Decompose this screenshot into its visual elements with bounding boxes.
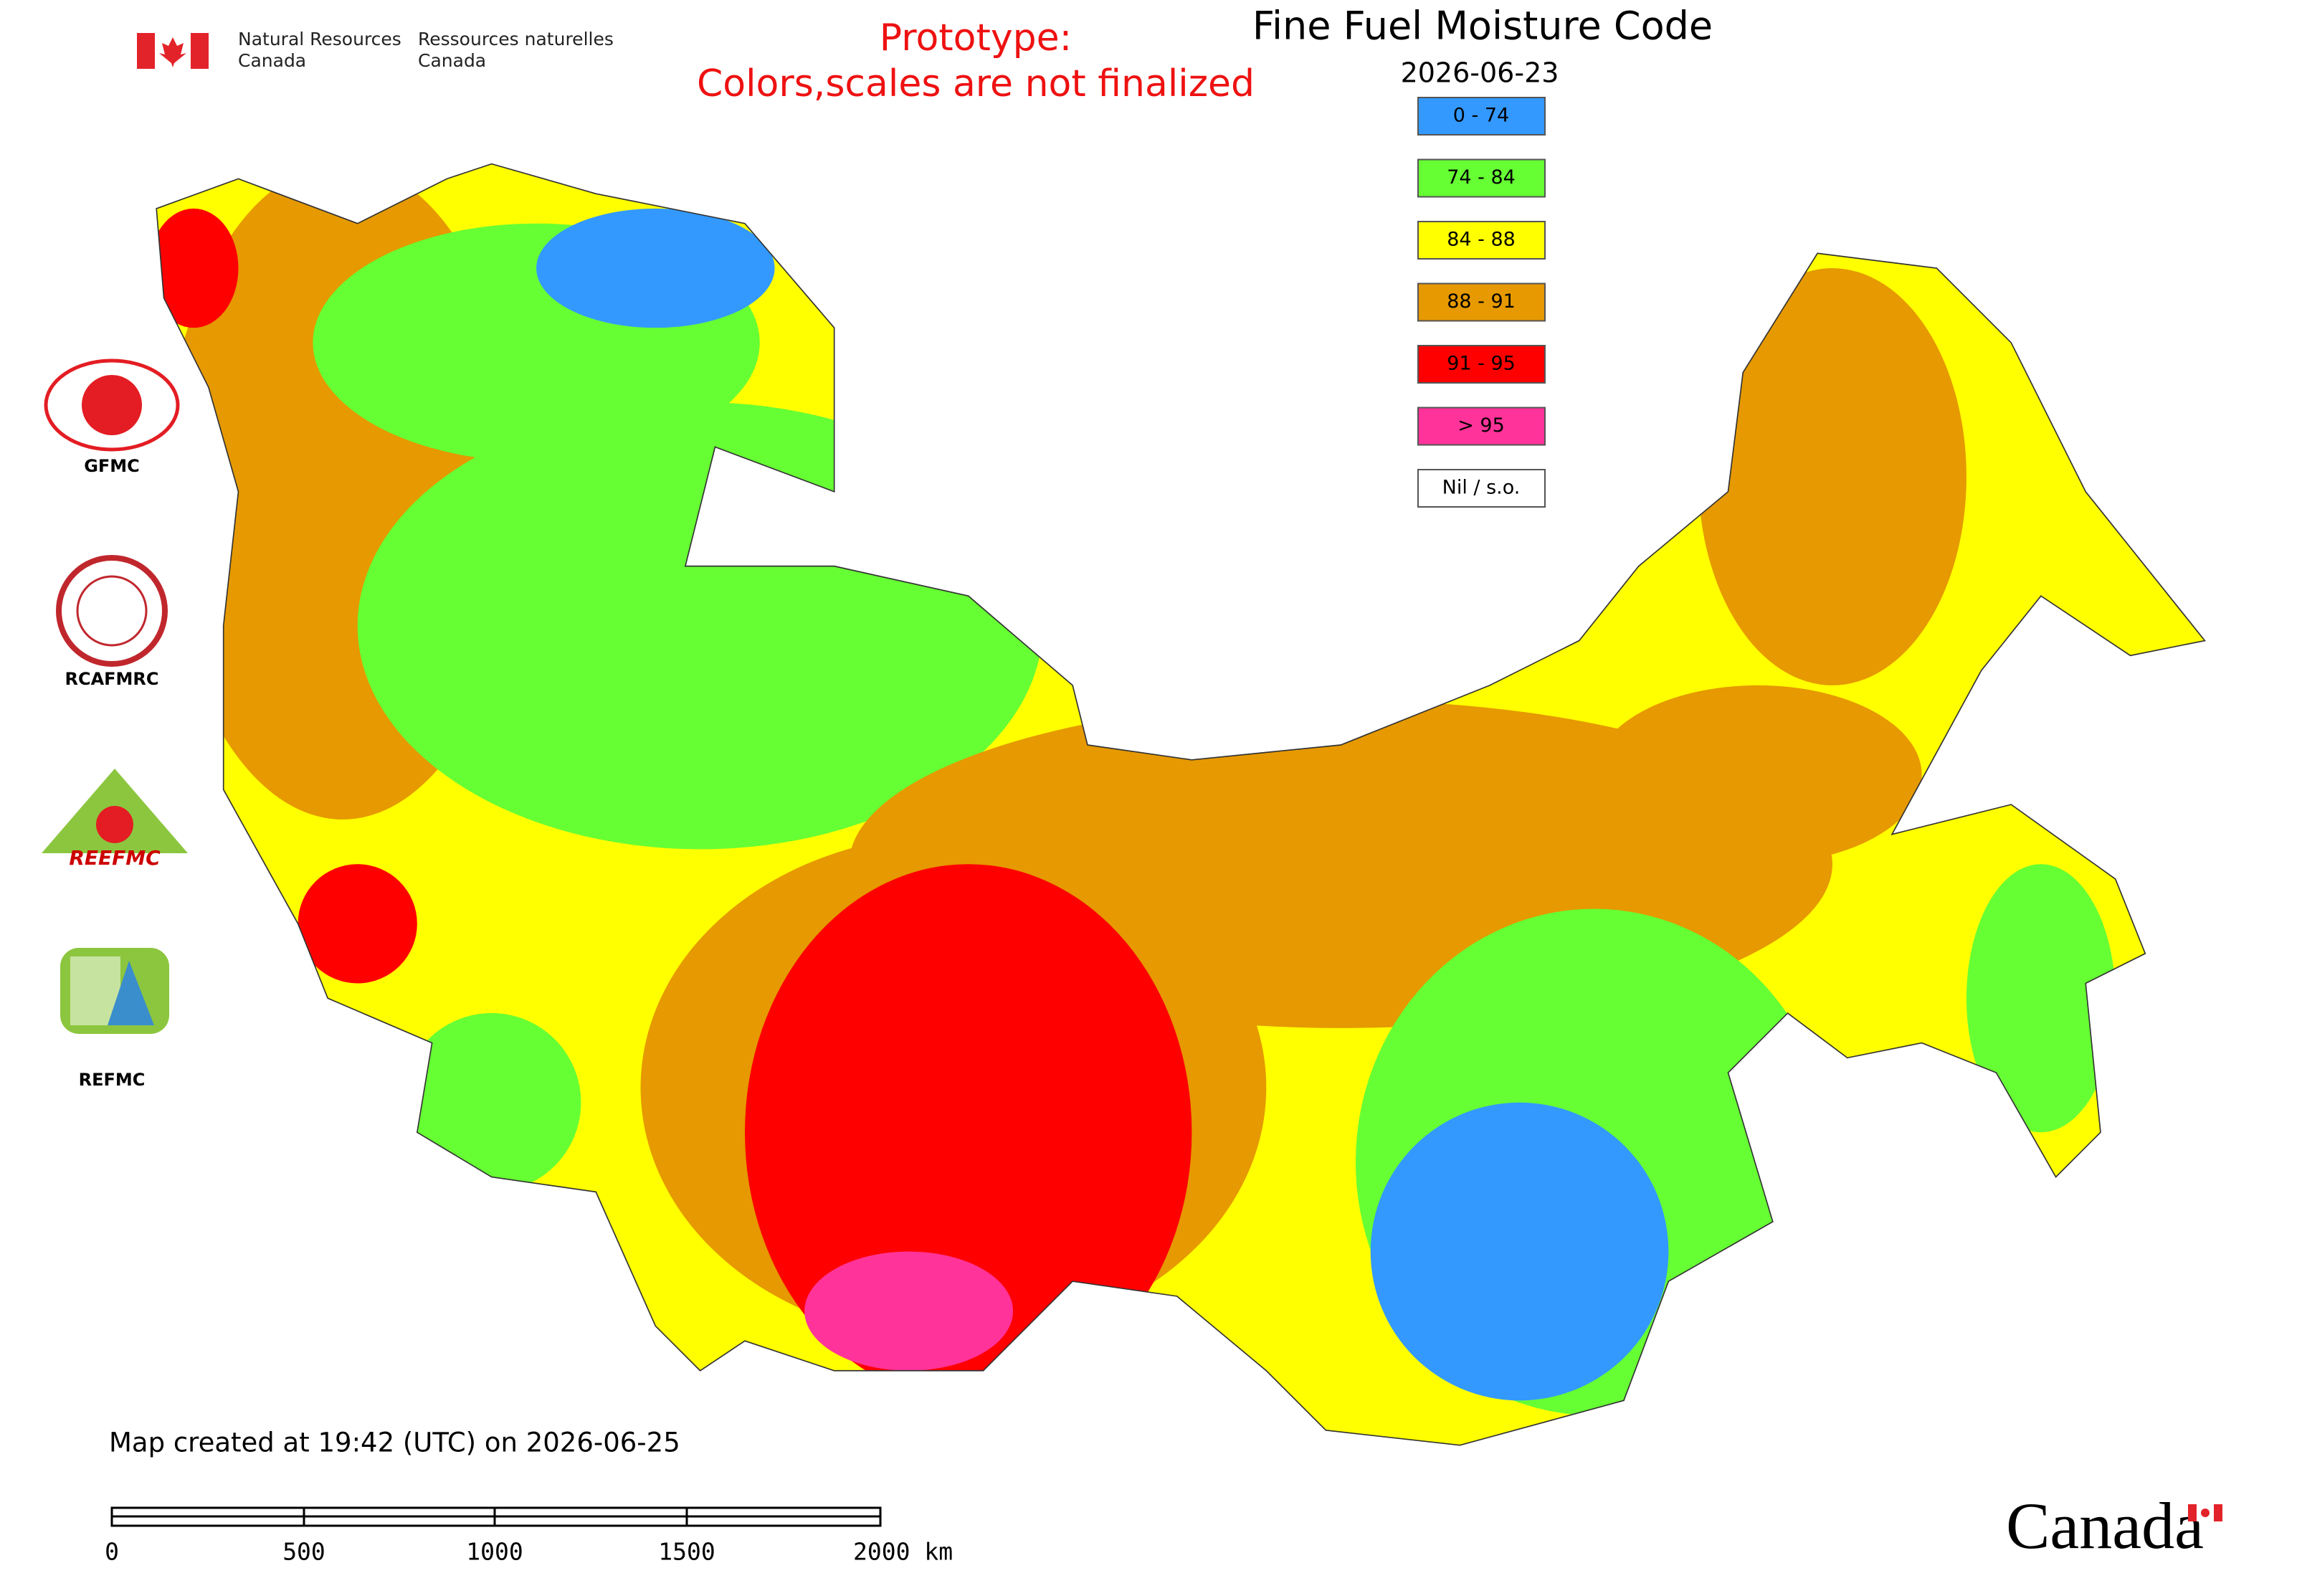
logo-label: REEFMC	[69, 846, 161, 870]
legend-swatch	[1417, 97, 1546, 136]
logo-label: REFMC	[79, 1070, 146, 1090]
legend-label: 0 - 74	[1453, 105, 1509, 127]
rcafmrc-logo	[56, 555, 168, 667]
scale-label: 1500	[658, 1538, 715, 1566]
wordmark-flag	[2188, 1504, 2222, 1521]
legend-label: 88 - 91	[1447, 290, 1516, 313]
reefmc-logo	[42, 769, 188, 853]
agency-fr: Canada	[418, 50, 486, 71]
scale-labels: 0 500 1000 1500 2000 km	[105, 1538, 953, 1566]
scale-label: 0	[105, 1538, 119, 1566]
agency-fr: Ressources naturelles	[418, 29, 614, 49]
refmc-logo	[60, 948, 169, 1034]
title: Fine Fuel Moisture Code	[1252, 4, 1713, 49]
canada-flag	[137, 33, 209, 69]
notice: Prototype:	[880, 16, 1072, 60]
agency-en: Natural Resources	[238, 29, 401, 49]
legend-label: 91 - 95	[1447, 353, 1516, 375]
agency-en: Canada	[238, 50, 306, 71]
legend-swatch	[1417, 158, 1546, 198]
legend-swatch	[1417, 282, 1546, 322]
notice: Colors,scales are not finalized	[697, 62, 1255, 105]
legend-label: 74 - 84	[1447, 166, 1516, 189]
legend-label: 84 - 88	[1447, 229, 1516, 251]
legend-label: > 95	[1457, 414, 1505, 437]
created-note: Map created at 19:42 (UTC) on 2026-06-25	[109, 1428, 680, 1458]
gfmc-logo	[44, 358, 180, 452]
legend-swatch	[1417, 345, 1546, 384]
legend: 0 - 74 74 - 84 84 - 88 88 - 91 91 - 95 > 95 Ni…	[1417, 97, 1546, 508]
legend-label: Nil / s.o.	[1442, 477, 1521, 499]
legend-swatch	[1417, 221, 1546, 260]
canada-wordmark: Canada	[2006, 1489, 2204, 1562]
scale-label: 500	[282, 1538, 325, 1566]
logo-label: RCAFMRC	[65, 669, 158, 689]
scale-bar	[110, 1506, 882, 1527]
date: 2026-06-23	[1401, 57, 1559, 89]
scale-label: 1000	[466, 1538, 523, 1566]
scale-label: 2000 km	[853, 1538, 953, 1566]
legend-swatch	[1417, 407, 1546, 446]
legend-swatch	[1417, 469, 1546, 508]
logo-label: GFMC	[84, 456, 140, 476]
